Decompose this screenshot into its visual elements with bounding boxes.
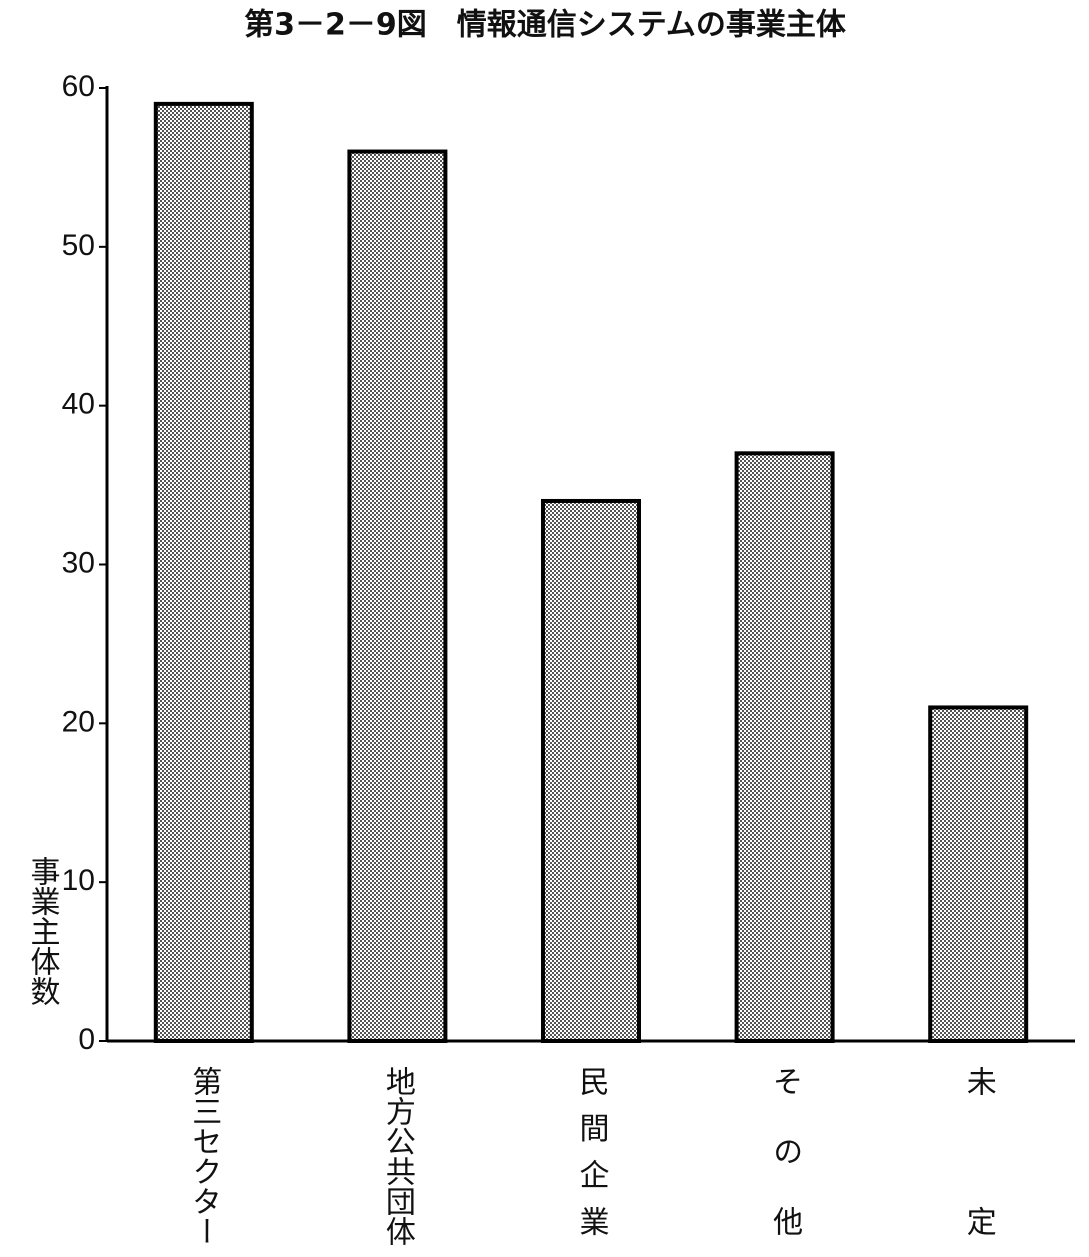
y-tick-label: 0 bbox=[78, 1023, 95, 1056]
y-tick-label: 20 bbox=[62, 705, 95, 738]
x-tick-label: その他 bbox=[767, 1066, 803, 1236]
x-tick-label: 未定 bbox=[961, 1066, 996, 1236]
bar bbox=[541, 498, 641, 1043]
y-tick-label: 60 bbox=[62, 70, 95, 103]
y-tick-label: 40 bbox=[62, 388, 95, 421]
bar bbox=[153, 101, 254, 1043]
bar bbox=[734, 451, 835, 1044]
x-tick-label: 民間企業 bbox=[574, 1066, 610, 1236]
y-tick-label: 10 bbox=[62, 864, 95, 897]
y-tick-label: 50 bbox=[62, 229, 95, 262]
bar bbox=[928, 705, 1029, 1043]
y-tick-label: 30 bbox=[62, 546, 95, 579]
chart-title: 第3－2－9図 情報通信システムの事業主体 bbox=[244, 8, 847, 43]
x-tick-label: 第三セクター bbox=[186, 1066, 221, 1246]
y-axis-label: 事業主体数 bbox=[25, 856, 61, 1006]
bar bbox=[347, 149, 448, 1044]
x-tick-label: 地方公共団体 bbox=[380, 1066, 416, 1246]
